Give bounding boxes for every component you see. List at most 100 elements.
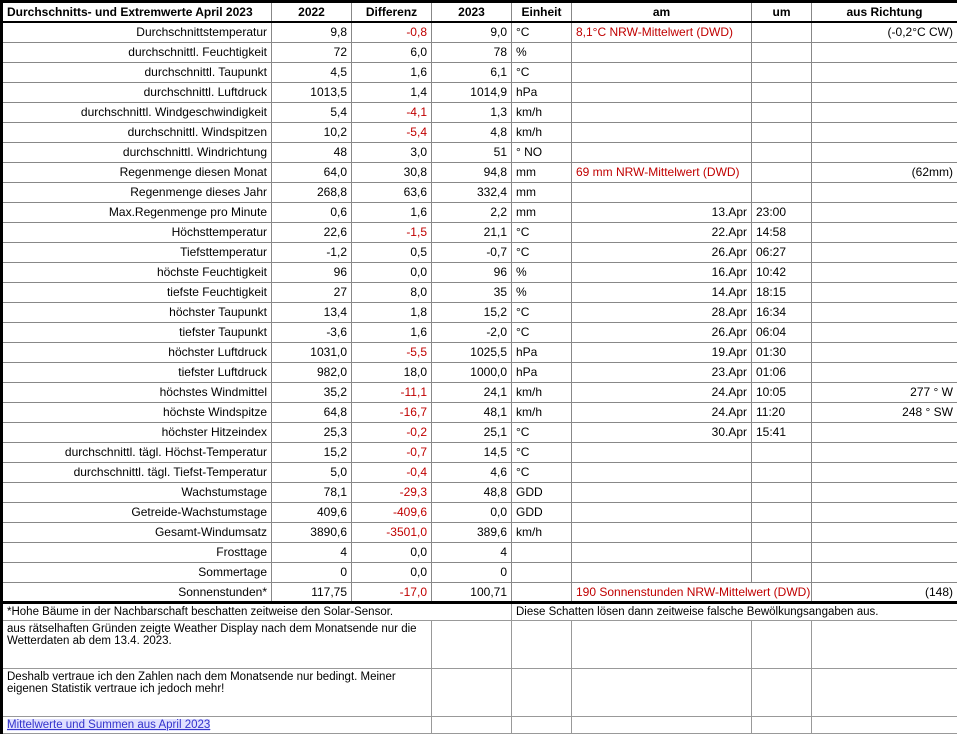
- table-row: Getreide-Wachstumstage409,6-409,60,0GDD: [2, 502, 957, 522]
- table-row: höchste Feuchtigkeit960,096%16.Apr10:42: [2, 262, 957, 282]
- value-2022: 0: [272, 562, 352, 582]
- time-um: 11:20: [752, 402, 812, 422]
- table-row: durchschnittl. tägl. Tiefst-Temperatur5,…: [2, 462, 957, 482]
- value-2023: 4,8: [432, 122, 512, 142]
- table-row: Regenmenge diesen Monat64,030,894,8mm69 …: [2, 162, 957, 182]
- table-row: höchstes Windmittel35,2-11,124,1km/h24.A…: [2, 382, 957, 402]
- value-diff: 0,0: [352, 262, 432, 282]
- time-um: [752, 502, 812, 522]
- time-um: 01:06: [752, 362, 812, 382]
- direction: [812, 522, 957, 542]
- value-diff: 1,6: [352, 62, 432, 82]
- date-am: 30.Apr: [572, 422, 752, 442]
- value-2023: 14,5: [432, 442, 512, 462]
- value-diff: 0,0: [352, 542, 432, 562]
- value-diff: -29,3: [352, 482, 432, 502]
- value-2022: -1,2: [272, 242, 352, 262]
- unit: °C: [512, 422, 572, 442]
- value-2022: 96: [272, 262, 352, 282]
- direction: [812, 142, 957, 162]
- unit: ° NO: [512, 142, 572, 162]
- header-2022: 2022: [272, 2, 352, 23]
- unit: km/h: [512, 382, 572, 402]
- date-am: [572, 502, 752, 522]
- unit: °C: [512, 302, 572, 322]
- time-um: [752, 462, 812, 482]
- direction: [812, 102, 957, 122]
- table-row: Max.Regenmenge pro Minute0,61,62,2mm13.A…: [2, 202, 957, 222]
- date-am: 13.Apr: [572, 202, 752, 222]
- value-diff: 0,0: [352, 562, 432, 582]
- value-2023: 25,1: [432, 422, 512, 442]
- value-2023: 4,6: [432, 462, 512, 482]
- value-2023: 332,4: [432, 182, 512, 202]
- value-2023: 9,0: [432, 22, 512, 42]
- unit: °C: [512, 222, 572, 242]
- row-label: Sommertage: [2, 562, 272, 582]
- unit: km/h: [512, 402, 572, 422]
- direction: [812, 422, 957, 442]
- header-am: am: [572, 2, 752, 23]
- direction: [812, 182, 957, 202]
- header-row: Durchschnitts- und Extremwerte April 202…: [2, 2, 957, 23]
- time-um: [752, 442, 812, 462]
- row-label: Wachstumstage: [2, 482, 272, 502]
- value-diff: 63,6: [352, 182, 432, 202]
- footnote-3: Deshalb vertraue ich den Zahlen nach dem…: [2, 668, 432, 716]
- footnote-link[interactable]: Mittelwerte und Summen aus April 2023: [7, 719, 210, 731]
- value-2023: -0,7: [432, 242, 512, 262]
- direction: [812, 462, 957, 482]
- value-2023: 100,71: [432, 582, 512, 602]
- table-row: tiefster Taupunkt-3,61,6-2,0°C26.Apr06:0…: [2, 322, 957, 342]
- value-diff: -0,7: [352, 442, 432, 462]
- value-2023: 2,2: [432, 202, 512, 222]
- value-2023: 24,1: [432, 382, 512, 402]
- table-row: tiefste Feuchtigkeit278,035%14.Apr18:15: [2, 282, 957, 302]
- direction: [812, 262, 957, 282]
- value-2022: 22,6: [272, 222, 352, 242]
- row-label: höchste Windspitze: [2, 402, 272, 422]
- value-diff: 1,6: [352, 202, 432, 222]
- row-label: Regenmenge dieses Jahr: [2, 182, 272, 202]
- unit: hPa: [512, 342, 572, 362]
- table-row: durchschnittl. Taupunkt4,51,66,1°C: [2, 62, 957, 82]
- value-2023: 21,1: [432, 222, 512, 242]
- table-row: durchschnittl. Windrichtung483,051° NO: [2, 142, 957, 162]
- date-am: 24.Apr: [572, 382, 752, 402]
- date-am: [572, 82, 752, 102]
- time-um: 15:41: [752, 422, 812, 442]
- row-label: Durchschnittstemperatur: [2, 22, 272, 42]
- row-label: tiefster Taupunkt: [2, 322, 272, 342]
- table-row: Durchschnittstemperatur9,8-0,89,0°C8,1°C…: [2, 22, 957, 42]
- value-2023: 0: [432, 562, 512, 582]
- unit: [512, 562, 572, 582]
- footnote-row: *Hohe Bäume in der Nachbarschaft beschat…: [2, 602, 957, 620]
- value-diff: -16,7: [352, 402, 432, 422]
- row-label: höchster Taupunkt: [2, 302, 272, 322]
- direction: [812, 322, 957, 342]
- value-2022: 35,2: [272, 382, 352, 402]
- footnote-link-row: Mittelwerte und Summen aus April 2023: [2, 716, 957, 733]
- table-row: Gesamt-Windumsatz3890,6-3501,0389,6km/h: [2, 522, 957, 542]
- row-label: durchschnittl. Windspitzen: [2, 122, 272, 142]
- date-am: 19.Apr: [572, 342, 752, 362]
- value-2022: 4,5: [272, 62, 352, 82]
- row-label: höchster Luftdruck: [2, 342, 272, 362]
- direction: [812, 342, 957, 362]
- row-label: durchschnittl. Luftdruck: [2, 82, 272, 102]
- date-am: [572, 122, 752, 142]
- table-row: Höchsttemperatur22,6-1,521,1°C22.Apr14:5…: [2, 222, 957, 242]
- value-2023: 389,6: [432, 522, 512, 542]
- value-diff: -11,1: [352, 382, 432, 402]
- time-um: 18:15: [752, 282, 812, 302]
- unit: mm: [512, 182, 572, 202]
- value-diff: 18,0: [352, 362, 432, 382]
- value-2023: 48,1: [432, 402, 512, 422]
- time-um: 16:34: [752, 302, 812, 322]
- direction: [812, 562, 957, 582]
- direction: [812, 122, 957, 142]
- value-2022: 4: [272, 542, 352, 562]
- date-am: 23.Apr: [572, 362, 752, 382]
- header-diff: Differenz: [352, 2, 432, 23]
- value-2022: 117,75: [272, 582, 352, 602]
